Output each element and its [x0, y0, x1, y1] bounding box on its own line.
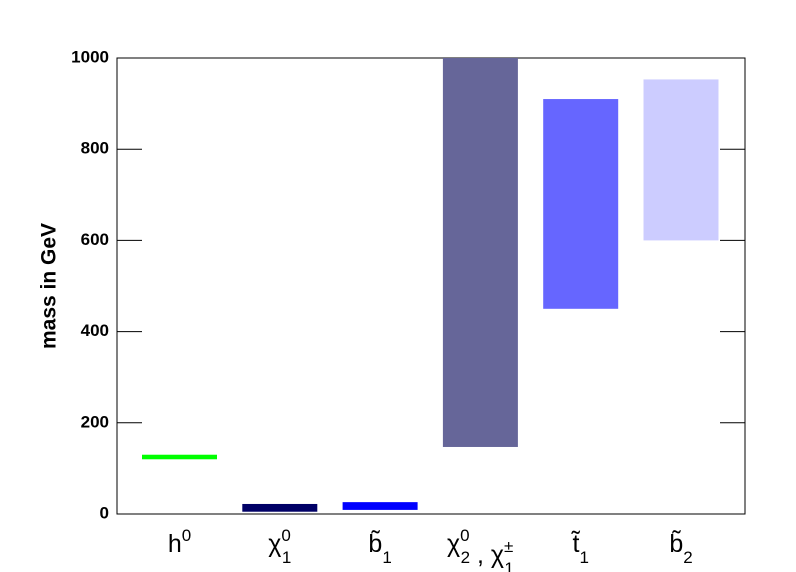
range-bar: [242, 503, 318, 512]
label-symbol: χ: [491, 541, 504, 569]
x-tick-label: χ0 2 , χ± 1: [447, 526, 514, 572]
label-symbol: χ: [268, 530, 281, 558]
label-subscript: 2: [683, 548, 692, 567]
label-subscript: 1: [282, 548, 291, 567]
label-subscript: 1: [579, 548, 588, 567]
y-tick-label: 600: [81, 230, 109, 249]
y-axis-label: mass in GeV: [38, 223, 61, 349]
range-bar: [543, 99, 619, 309]
y-tick-label: 800: [81, 139, 109, 158]
label-subscript: 1: [504, 559, 513, 572]
range-bar: [342, 502, 418, 510]
x-tick-label: t̃1: [571, 530, 589, 567]
label-symbol: b̃: [368, 530, 382, 558]
plot-frame: [116, 57, 746, 515]
x-tick-label: b̃1: [368, 530, 391, 567]
x-tick-label: χ0 1: [268, 526, 291, 567]
label-superscript: 0: [460, 526, 469, 545]
y-tick-label: 1000: [71, 47, 109, 66]
x-tick-label: b̃2: [669, 530, 692, 567]
x-tick-label: h0: [168, 526, 191, 558]
range-bar: [142, 454, 217, 460]
range-bar: [442, 58, 518, 447]
label-subscript: 1: [382, 548, 391, 567]
label-subscript: 2: [461, 548, 470, 567]
y-tick-label: 0: [100, 503, 109, 522]
label-superscript: 0: [281, 526, 290, 545]
label-symbol: b̃: [669, 530, 683, 558]
y-tick-label: 400: [81, 321, 109, 340]
label-symbol: h: [168, 530, 182, 558]
range-bar: [643, 79, 719, 241]
label-superscript: ±: [504, 537, 513, 556]
y-tick-label: 200: [81, 412, 109, 431]
label-superscript: 0: [182, 526, 191, 545]
label-symbol: χ: [447, 530, 460, 558]
label-symbol: t̃: [571, 530, 581, 558]
label-symbol: ,: [470, 541, 491, 569]
